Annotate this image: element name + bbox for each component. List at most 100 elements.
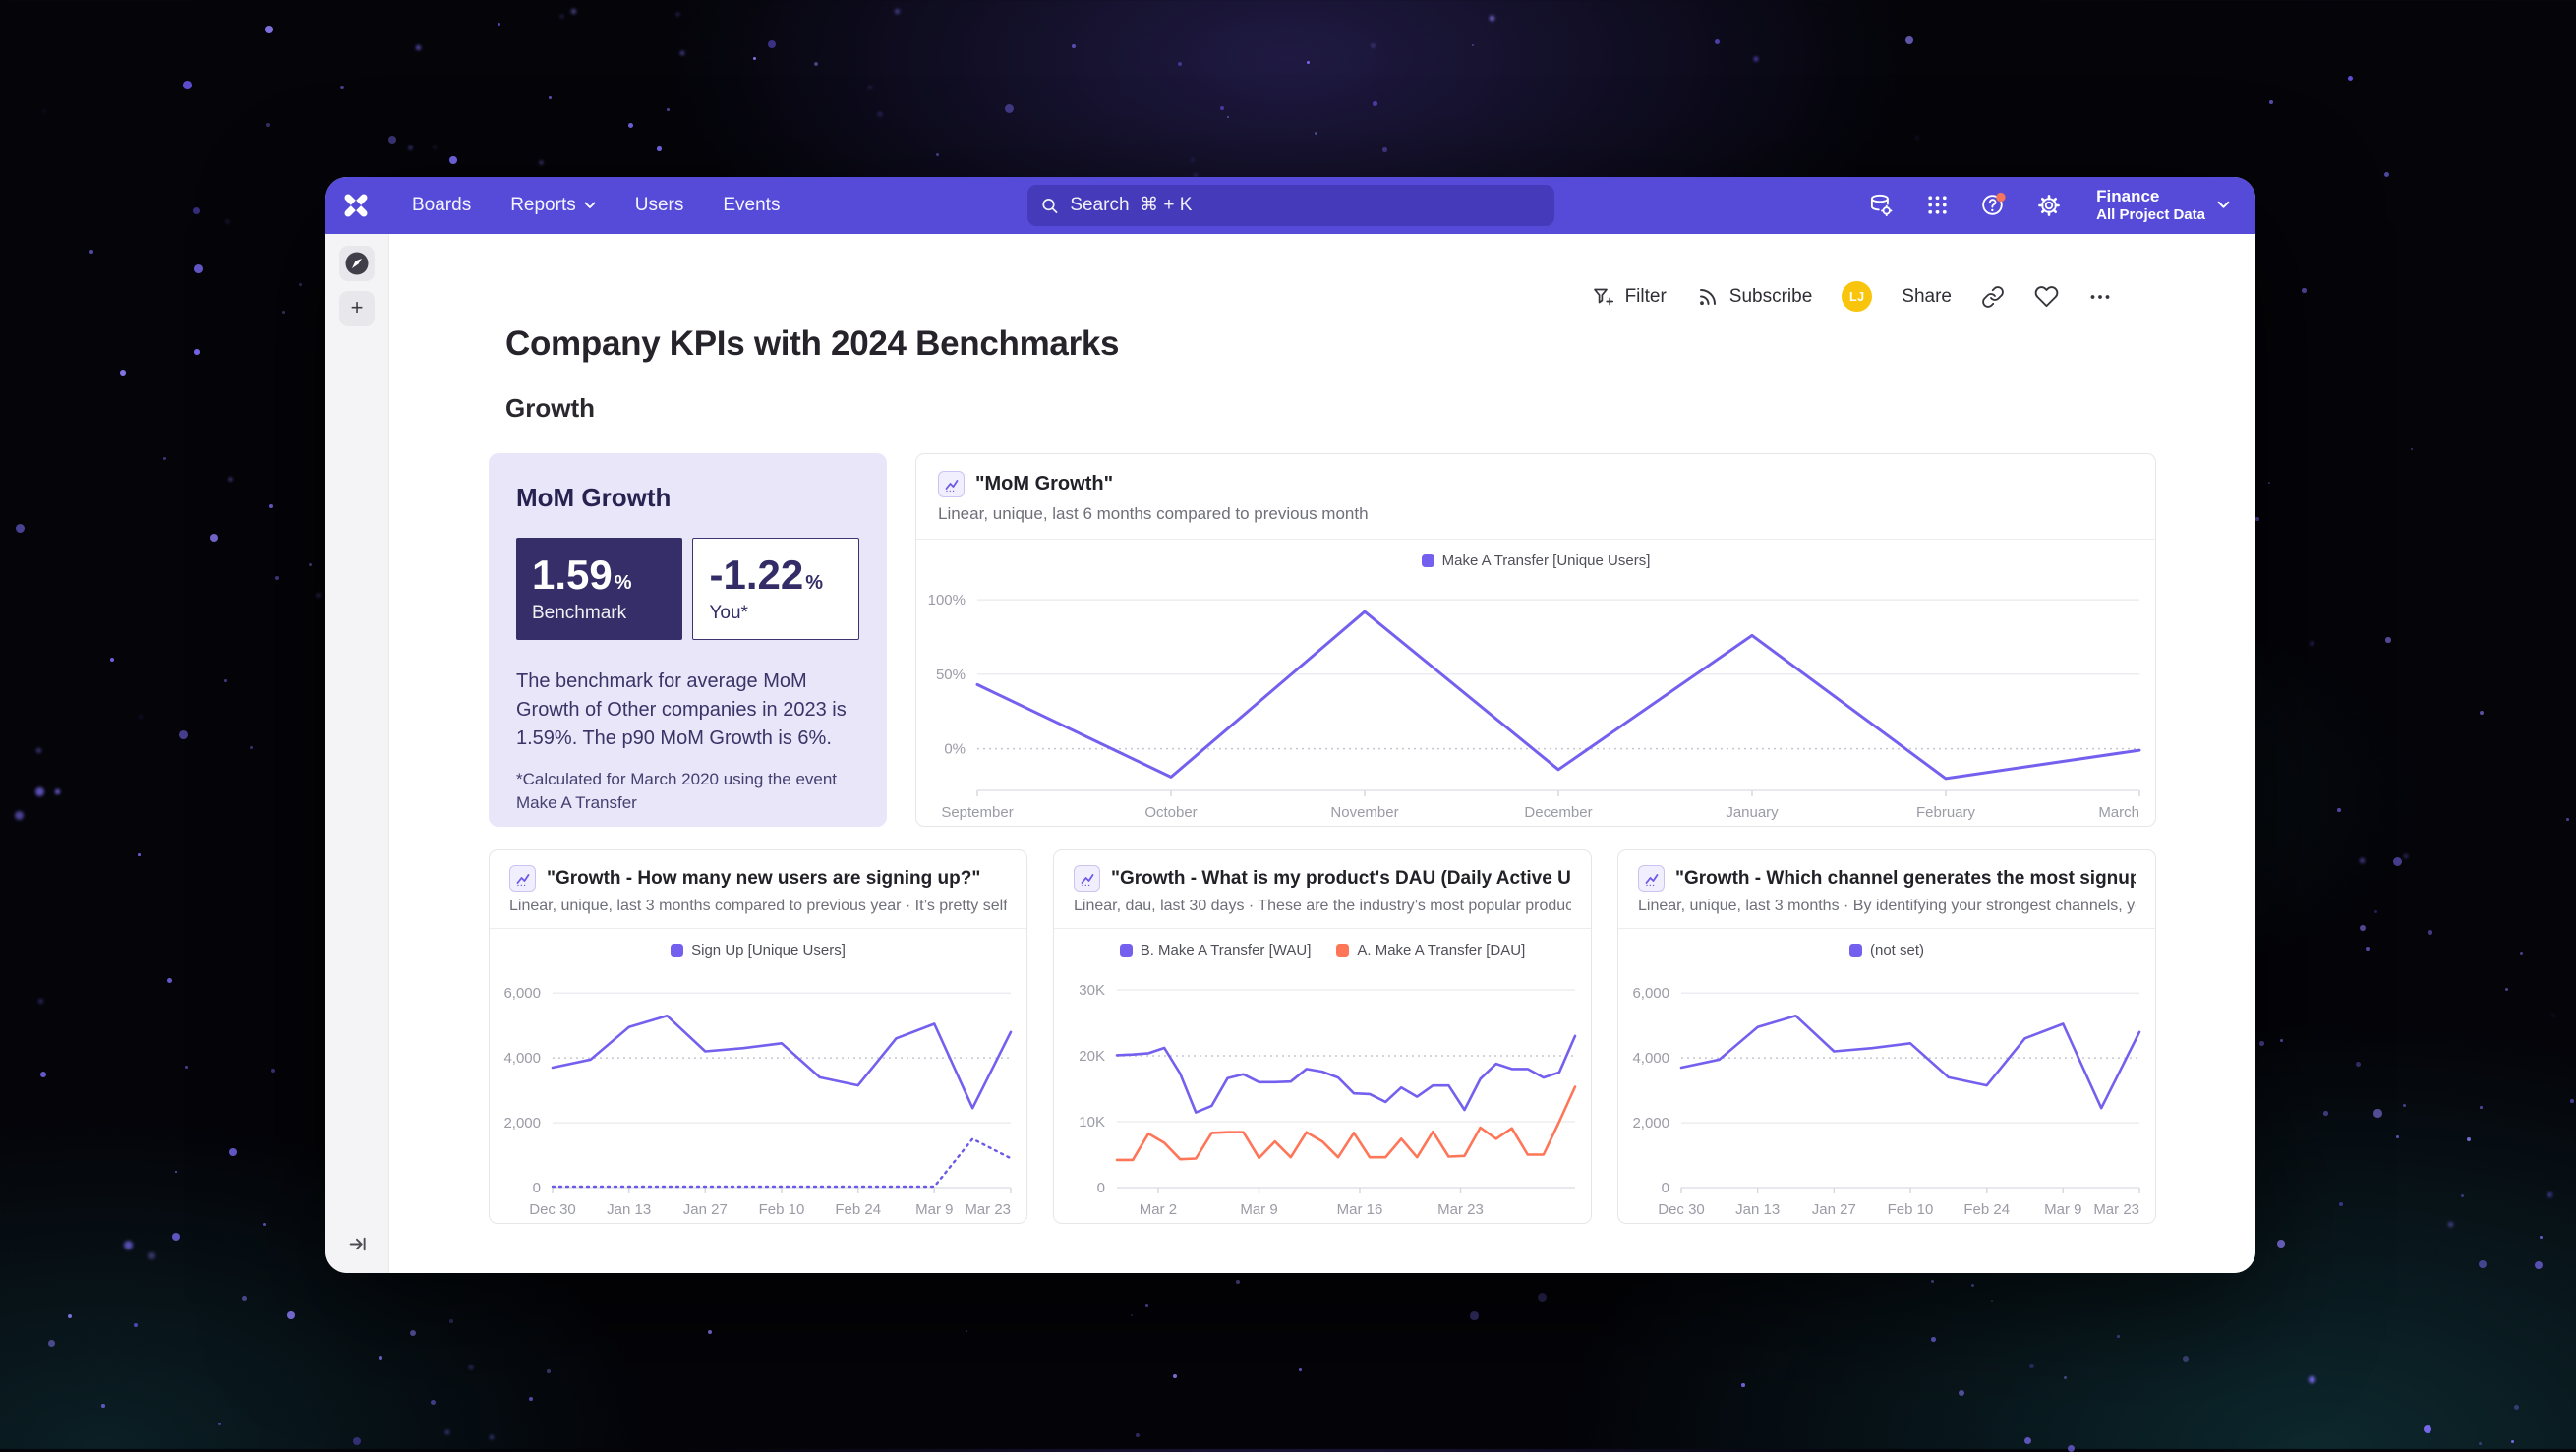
chart-card-dau[interactable]: "Growth - What is my product's DAU (Dail… xyxy=(1053,849,1592,1224)
you-stat: -1.22% You* xyxy=(692,538,859,640)
chart-subtitle: Linear, unique, last 3 months · By ident… xyxy=(1638,898,2136,914)
svg-text:Mar 9: Mar 9 xyxy=(1240,1201,1277,1218)
chart-legend: Make A Transfer [Unique Users] xyxy=(916,540,2155,581)
app-window: Boards Reports Users Events xyxy=(325,177,2255,1273)
data-management-icon[interactable] xyxy=(1868,193,1894,218)
apps-grid-icon[interactable] xyxy=(1924,193,1950,218)
legend-item[interactable]: (not set) xyxy=(1848,942,1924,958)
benchmark-footnote: *Calculated for March 2020 using the eve… xyxy=(516,770,838,813)
search-input[interactable] xyxy=(1068,194,1541,217)
global-search[interactable] xyxy=(1026,185,1554,226)
legend-item[interactable]: A. Make A Transfer [DAU] xyxy=(1336,942,1525,958)
settings-gear-icon[interactable] xyxy=(2036,193,2062,218)
favorite-button[interactable] xyxy=(2034,284,2059,309)
chevron-down-icon xyxy=(2217,202,2230,209)
svg-text:Jan 13: Jan 13 xyxy=(607,1201,651,1218)
svg-text:Mar 9: Mar 9 xyxy=(2044,1201,2081,1218)
mom-growth-line-chart[interactable]: 100% 50% 0% September October November Decembe… xyxy=(916,581,2155,826)
chart-card-channels[interactable]: "Growth - Which channel generates the mo… xyxy=(1617,849,2156,1224)
chevron-down-icon xyxy=(584,202,596,208)
legend-label: A. Make A Transfer [DAU] xyxy=(1357,941,1526,958)
nav-users-label: Users xyxy=(634,195,684,215)
legend-item[interactable]: Sign Up [Unique Users] xyxy=(671,942,846,958)
mixpanel-logo-icon[interactable] xyxy=(339,189,373,222)
new-board-button[interactable]: + xyxy=(339,291,375,326)
filter-button[interactable]: Filter xyxy=(1592,285,1667,309)
nav-boards[interactable]: Boards xyxy=(412,195,471,216)
board-toolbar: Filter Subscribe LJ Share xyxy=(1592,281,2112,312)
nav-boards-label: Boards xyxy=(412,195,472,215)
svg-text:October: October xyxy=(1144,804,1197,821)
ellipsis-icon xyxy=(2090,294,2110,299)
more-options-button[interactable] xyxy=(2088,285,2112,309)
legend-swatch xyxy=(1848,943,1862,957)
legend-item[interactable]: B. Make A Transfer [WAU] xyxy=(1119,942,1311,958)
link-icon xyxy=(1982,285,2004,308)
svg-text:0: 0 xyxy=(533,1180,541,1196)
benchmark-card: MoM Growth 1.59% Benchmark -1.22% You* xyxy=(489,453,887,827)
svg-text:November: November xyxy=(1330,804,1398,821)
svg-text:Feb 24: Feb 24 xyxy=(835,1201,881,1218)
svg-text:Feb 10: Feb 10 xyxy=(1888,1201,1934,1218)
svg-text:4,000: 4,000 xyxy=(503,1050,541,1067)
project-switcher[interactable]: Finance All Project Data xyxy=(2096,187,2230,224)
svg-text:Mar 9: Mar 9 xyxy=(915,1201,953,1218)
svg-text:4,000: 4,000 xyxy=(1632,1050,1669,1067)
project-scope: All Project Data xyxy=(2096,206,2205,224)
svg-text:Feb 10: Feb 10 xyxy=(759,1201,805,1218)
compass-icon xyxy=(345,252,369,275)
legend-item[interactable]: Make A Transfer [Unique Users] xyxy=(1421,552,1651,569)
nav-reports-label: Reports xyxy=(510,195,576,215)
nav-users[interactable]: Users xyxy=(635,195,684,216)
line-chart-icon xyxy=(1638,865,1665,892)
legend-label: Make A Transfer [Unique Users] xyxy=(1441,552,1651,569)
svg-text:6,000: 6,000 xyxy=(503,985,541,1002)
avatar[interactable]: LJ xyxy=(1842,281,1873,312)
navbar-right: Finance All Project Data xyxy=(1868,187,2230,224)
line-chart-icon xyxy=(509,865,536,892)
left-sidebar: + xyxy=(325,234,389,1273)
nav-events-label: Events xyxy=(723,195,781,215)
svg-text:January: January xyxy=(1726,804,1779,821)
chart-title: "Growth - Which channel generates the mo… xyxy=(1675,867,2136,889)
section-title: Growth xyxy=(505,393,595,423)
chart-title: "Growth - What is my product's DAU (Dail… xyxy=(1111,867,1571,889)
svg-text:2,000: 2,000 xyxy=(1632,1115,1669,1132)
chart-subtitle: Linear, unique, last 6 months compared t… xyxy=(938,504,1369,523)
notification-dot xyxy=(1996,193,2006,203)
boards-compass-button[interactable] xyxy=(339,246,375,281)
svg-text:Jan 27: Jan 27 xyxy=(683,1201,728,1218)
svg-text:100%: 100% xyxy=(928,592,966,609)
svg-text:30K: 30K xyxy=(1079,982,1105,999)
chart-card-signups[interactable]: "Growth - How many new users are signing… xyxy=(489,849,1027,1224)
chart-header: "MoM Growth" Linear, unique, last 6 mont… xyxy=(916,454,2155,540)
share-button[interactable]: Share xyxy=(1902,286,1952,308)
svg-text:0: 0 xyxy=(1097,1180,1105,1196)
svg-text:50%: 50% xyxy=(936,667,966,683)
chart-header: "Growth - Which channel generates the mo… xyxy=(1618,850,2155,929)
svg-text:10K: 10K xyxy=(1079,1114,1105,1131)
expand-sidebar-button[interactable] xyxy=(339,1226,375,1261)
dau-line-chart[interactable]: 30K 20K 10K 0 Mar 2 Mar 9 Mar 16 Mar 23 xyxy=(1054,970,1591,1223)
project-name: Finance xyxy=(2096,186,2160,205)
channels-line-chart[interactable]: 6,000 4,000 2,000 0 Dec 30 Jan 13 Jan 27 Feb 10… xyxy=(1618,970,2155,1223)
signups-line-chart[interactable]: 6,000 4,000 2,000 0 Dec 30 Jan 13 Jan 27 Feb 10… xyxy=(490,970,1026,1223)
chart-card-mom-growth[interactable]: "MoM Growth" Linear, unique, last 6 mont… xyxy=(915,453,2156,827)
nav-events[interactable]: Events xyxy=(723,195,780,216)
subscribe-button[interactable]: Subscribe xyxy=(1696,285,1812,309)
search-icon xyxy=(1041,198,1057,213)
chart-legend: B. Make A Transfer [WAU] A. Make A Transf… xyxy=(1054,929,1591,970)
copy-link-button[interactable] xyxy=(1981,285,2005,309)
benchmark-unit: % xyxy=(614,571,632,594)
chart-legend: Sign Up [Unique Users] xyxy=(490,929,1026,970)
svg-text:March: March xyxy=(2098,804,2139,821)
nav-reports[interactable]: Reports xyxy=(510,195,596,216)
line-chart-icon xyxy=(938,471,965,497)
help-icon[interactable] xyxy=(1980,193,2006,218)
svg-text:Mar 23: Mar 23 xyxy=(965,1201,1011,1218)
chart-header: "Growth - What is my product's DAU (Dail… xyxy=(1054,850,1591,929)
you-value: -1.22 xyxy=(709,551,804,598)
svg-text:Dec 30: Dec 30 xyxy=(1658,1201,1705,1218)
legend-label: Sign Up [Unique Users] xyxy=(691,941,846,958)
you-label: You* xyxy=(709,602,748,623)
